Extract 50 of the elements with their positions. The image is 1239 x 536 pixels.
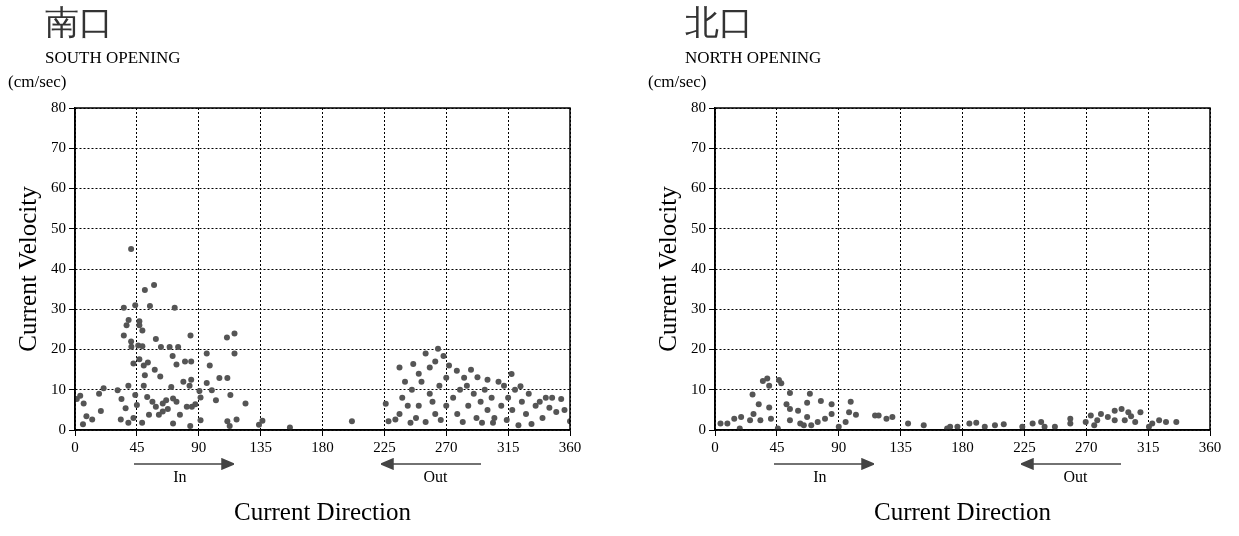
x-tick-label: 90	[191, 438, 207, 455]
x-tick-label: 360	[558, 438, 582, 455]
y-tick-label: 30	[691, 300, 706, 317]
x-axis-title: Current Direction	[233, 497, 412, 525]
y-tick-label: 40	[691, 259, 706, 276]
chart-subtitle: NORTH OPENING	[685, 48, 822, 68]
text: Out	[1062, 468, 1089, 486]
x-tick-label: 135	[889, 438, 912, 455]
x-tick-label: 135	[249, 438, 272, 455]
text: (cm/sec)	[648, 72, 707, 92]
y-tick-label: 0	[698, 420, 706, 437]
y-axis-title: Current Velocity	[653, 185, 681, 352]
y-tick-label: 60	[691, 179, 706, 196]
y-tick-label: 70	[51, 139, 66, 156]
text: In	[172, 468, 188, 486]
x-tick-label: 315	[1136, 438, 1160, 455]
x-tick-label: 45	[129, 438, 145, 455]
y-tick-label: 30	[51, 300, 66, 317]
text: (cm/sec)	[8, 72, 67, 92]
x-tick-label: 0	[711, 438, 719, 455]
x-tick-label: 270	[435, 438, 458, 455]
y-tick-label: 40	[51, 259, 66, 276]
y-tick-label: 50	[51, 219, 66, 236]
x-tick-label: 225	[373, 438, 396, 455]
y-tick-label: 80	[691, 98, 706, 115]
chart-title: 北口	[685, 1, 753, 44]
y-axis-title: Current Velocity	[13, 185, 41, 352]
x-tick-label: 360	[1198, 438, 1222, 455]
x-tick-label: 0	[71, 438, 79, 455]
x-tick-label: 45	[769, 438, 785, 455]
x-tick-label: 90	[831, 438, 847, 455]
y-tick-label: 0	[58, 420, 66, 437]
x-tick-label: 180	[311, 438, 334, 455]
chart-title: 南口	[45, 1, 113, 44]
y-tick-label: 60	[51, 179, 66, 196]
x-tick-label: 225	[1013, 438, 1036, 455]
y-tick-label: 10	[691, 380, 706, 397]
y-tick-label: 50	[691, 219, 706, 236]
x-tick-label: 315	[496, 438, 520, 455]
x-axis-title: Current Direction	[873, 497, 1052, 525]
y-tick-label: 20	[691, 340, 706, 357]
x-tick-label: 180	[951, 438, 974, 455]
y-tick-label: 80	[51, 98, 66, 115]
y-tick-label: 20	[51, 340, 66, 357]
y-tick-label: 10	[51, 380, 66, 397]
y-tick-label: 70	[691, 139, 706, 156]
chart-subtitle: SOUTH OPENING	[45, 48, 181, 68]
text: In	[812, 468, 828, 486]
text: Out	[422, 468, 449, 486]
x-tick-label: 270	[1075, 438, 1098, 455]
